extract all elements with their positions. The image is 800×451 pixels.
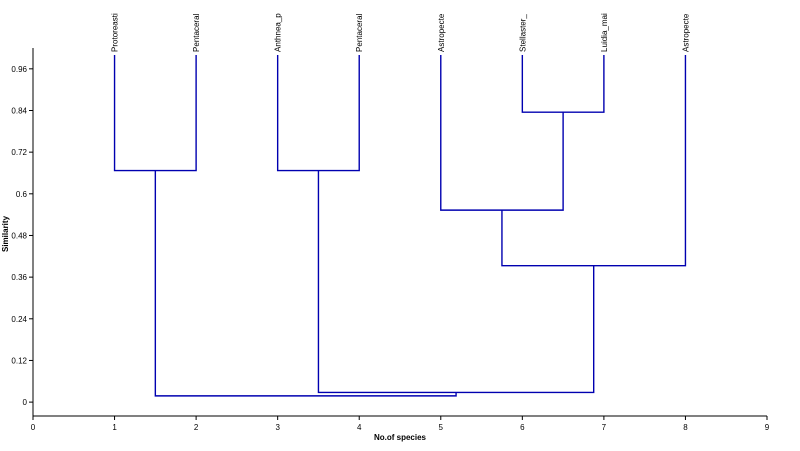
leaf-label: Pentaceral bbox=[192, 13, 201, 51]
leaf-labels: Protoreasti Pentaceral Anthnea_p Pentaceral… bbox=[111, 13, 691, 52]
dendrogram-link-7 bbox=[154, 170, 457, 397]
leaf-label: Astropecte bbox=[681, 13, 690, 52]
leaf-label: Anthnea_p bbox=[274, 13, 283, 52]
x-tick-label: 8 bbox=[683, 423, 688, 432]
x-tick-label: 6 bbox=[520, 423, 525, 432]
axes: 0 1 2 3 4 5 6 7 8 9 0 0.12 0.24 0.36 0.48 0.6 0.72 0.84 0.… bbox=[11, 48, 770, 432]
y-tick-label: 0.36 bbox=[11, 273, 27, 282]
leaf-label: Pentaceral bbox=[355, 13, 364, 51]
dendrogram-link-1 bbox=[521, 54, 605, 113]
y-tick-label: 0.24 bbox=[11, 315, 27, 324]
y-tick-label: 0.6 bbox=[16, 190, 28, 199]
x-tick-label: 0 bbox=[31, 423, 36, 432]
x-axis-title: No.of species bbox=[374, 433, 427, 442]
x-tick-label: 5 bbox=[439, 423, 444, 432]
leaf-label: Astropecte bbox=[437, 13, 446, 52]
dendrogram-link-6 bbox=[317, 170, 595, 394]
y-tick-label: 0.12 bbox=[11, 356, 27, 365]
dendrogram-branches bbox=[113, 54, 687, 397]
y-tick-label: 0.84 bbox=[11, 106, 27, 115]
x-tick-label: 9 bbox=[765, 423, 770, 432]
leaf-label: Luidia_mai bbox=[600, 13, 609, 52]
dendrogram-link-5 bbox=[276, 54, 360, 172]
y-tick-label: 0.96 bbox=[11, 65, 27, 74]
x-tick-label: 7 bbox=[602, 423, 607, 432]
x-tick-label: 1 bbox=[112, 423, 117, 432]
dendrogram-link-3 bbox=[501, 54, 687, 267]
x-tick-label: 4 bbox=[357, 423, 362, 432]
dendrogram-link-4 bbox=[113, 54, 197, 172]
y-tick-label: 0.72 bbox=[11, 148, 27, 157]
y-axis-title: Similarity bbox=[1, 215, 10, 252]
leaf-label: Protoreasti bbox=[111, 13, 120, 52]
dendrogram-link-2 bbox=[440, 54, 564, 211]
x-tick-label: 2 bbox=[194, 423, 199, 432]
y-tick-label: 0 bbox=[23, 398, 28, 407]
x-tick-label: 3 bbox=[275, 423, 280, 432]
leaf-label: Stellaster_ bbox=[518, 14, 527, 52]
y-tick-label: 0.48 bbox=[11, 231, 27, 240]
